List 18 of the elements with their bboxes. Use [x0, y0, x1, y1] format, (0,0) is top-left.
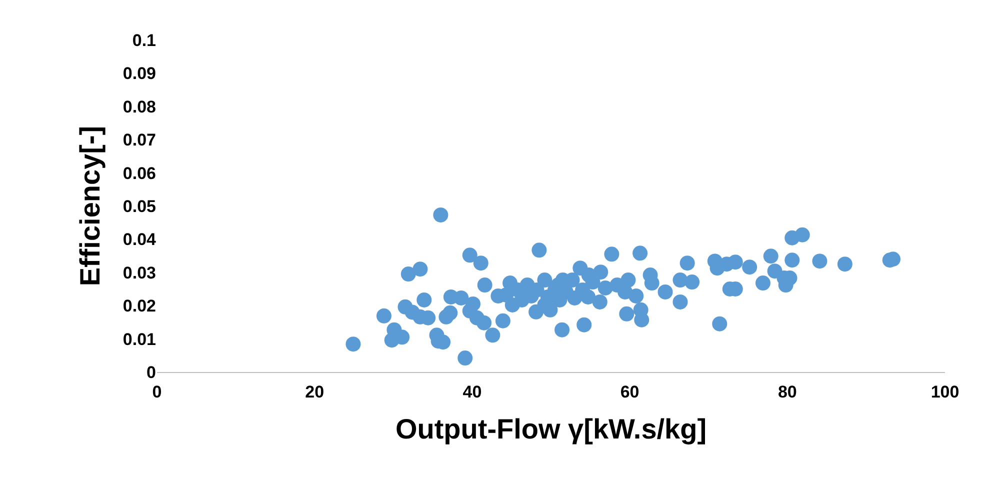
- x-tick-label: 40: [462, 382, 482, 402]
- x-tick-label: 60: [620, 382, 640, 402]
- x-tick-label: 20: [305, 382, 324, 402]
- x-tick-label: 100: [930, 382, 960, 402]
- y-tick-label: 0.03: [122, 263, 156, 282]
- y-tick-label: 0.07: [122, 130, 156, 150]
- y-tick-label: 0.01: [122, 330, 156, 349]
- x-axis-title: Output-Flow γ[kW.s/kg]: [395, 414, 707, 444]
- y-tick-label: 0.1: [132, 30, 156, 50]
- y-axis-title: Efficiency[-]: [74, 126, 106, 286]
- x-tick-label: 80: [778, 382, 797, 402]
- y-tick-label: 0.05: [122, 196, 156, 216]
- y-tick-label: 0.08: [122, 97, 156, 116]
- y-tick-label: 0.09: [122, 64, 156, 84]
- y-tick-label: 0.06: [122, 164, 156, 183]
- y-tick-label: 0.04: [122, 230, 157, 250]
- y-tick-label: 0.02: [122, 296, 156, 316]
- y-tick-label: 0: [146, 362, 156, 382]
